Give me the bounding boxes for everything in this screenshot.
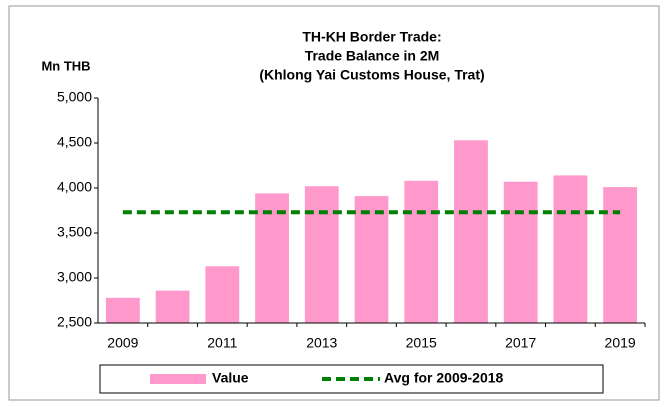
legend-label: Avg for 2009-2018 [384,370,504,386]
x-tick-label: 2013 [306,335,337,351]
x-tick-label: 2009 [107,335,138,351]
bar [603,187,638,323]
chart-title: TH-KH Border Trade: [302,29,441,45]
y-tick-label: 5,000 [57,89,92,105]
bar [454,140,488,323]
y-tick-label: 2,500 [57,314,92,330]
x-tick-label: 2019 [605,335,636,351]
bar [105,297,140,323]
bar [404,180,439,323]
bar [503,181,538,323]
y-tick-label: 3,000 [57,269,92,285]
y-tick-label: 4,000 [57,179,92,195]
legend-label: Value [212,370,249,386]
x-tick-label: 2017 [505,335,536,351]
bar [205,266,240,323]
y-tick-label: 3,500 [57,224,92,240]
bar [155,290,190,323]
x-tick-label: 2011 [207,335,237,351]
bar [553,175,588,323]
y-axis-label: Mn THB [41,58,90,73]
bar [255,193,289,323]
x-tick-label: 2015 [406,335,437,351]
chart-title: (Khlong Yai Customs House, Trat) [259,67,484,83]
chart-title: Trade Balance in 2M [305,48,440,64]
legend-swatch [150,374,206,384]
bar [304,186,339,323]
y-tick-label: 4,500 [57,134,92,150]
bar [354,196,389,323]
